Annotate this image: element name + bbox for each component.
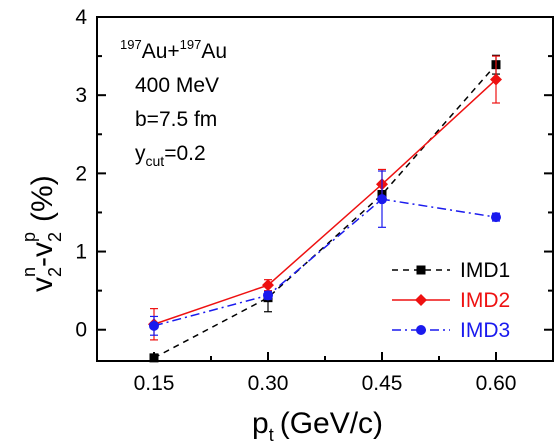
axis-ticks: 0.15 0.30 0.45 0.60 0 1 2 3 4 <box>75 6 553 395</box>
y-axis-label: v2n-v2p(%) <box>19 175 65 292</box>
point-imd3-0 <box>149 320 159 331</box>
annotation-element1: Au+ <box>142 40 180 63</box>
x-axis-label-main: p <box>252 407 269 440</box>
annotation-mass2: 197 <box>180 37 202 52</box>
annotation-mass1: 197 <box>120 37 142 52</box>
y-tick-label-1: 1 <box>75 241 87 264</box>
annotation-energy: 400 MeV <box>135 74 219 97</box>
annotation-system: 197Au+197Au <box>120 37 227 63</box>
series-imd2 <box>148 55 502 341</box>
legend-entry-imd1: IMD1 <box>392 259 510 282</box>
y-axis-label-sub1: 2 <box>45 267 65 277</box>
annotation-ycut-y: y <box>135 142 146 165</box>
point-imd2-3 <box>490 73 502 86</box>
y-tick-label-2: 2 <box>75 162 87 185</box>
x-axis-label: pt (GeV/c) <box>252 407 383 445</box>
series-imd3 <box>149 170 501 336</box>
y-axis-label-sub2: 2 <box>45 232 65 242</box>
point-imd2-1 <box>262 279 274 292</box>
legend-label-imd3: IMD3 <box>460 319 510 342</box>
legend-marker-imd3 <box>416 325 426 335</box>
annotation-impact: b=7.5 fm <box>135 108 217 131</box>
legend: IMD1 IMD2 IMD3 <box>392 259 510 342</box>
point-imd1-0 <box>149 353 159 363</box>
point-imd3-3 <box>491 212 501 223</box>
y-axis-label-v2: v <box>26 242 59 257</box>
y-tick-label-4: 4 <box>75 6 87 29</box>
y-tick-label-3: 3 <box>75 84 87 107</box>
annotation-element2: Au <box>201 40 227 63</box>
legend-label-imd2: IMD2 <box>460 289 510 312</box>
annotation-ycut: ycut=0.2 <box>135 142 206 169</box>
series-layer <box>148 54 502 363</box>
x-tick-label-0: 0.15 <box>134 372 175 395</box>
point-imd3-2 <box>377 194 387 205</box>
x-tick-label-2: 0.45 <box>362 372 403 395</box>
legend-entry-imd2: IMD2 <box>392 289 510 312</box>
y-axis-label-sup1: n <box>19 267 39 277</box>
y-axis-label-sup2: p <box>19 232 39 242</box>
legend-entry-imd3: IMD3 <box>392 319 510 342</box>
annotation-ycut-val: =0.2 <box>164 142 205 165</box>
x-tick-label-3: 0.60 <box>476 372 517 395</box>
series-line-imd3 <box>153 198 497 327</box>
y-tick-label-0: 0 <box>75 319 87 342</box>
annotation-ycut-sub: cut <box>146 153 165 169</box>
y-axis-label-dash: - <box>26 257 59 267</box>
legend-label-imd1: IMD1 <box>460 259 510 282</box>
y-axis-label-unit: (%) <box>26 175 59 222</box>
x-axis-label-sub: t <box>269 425 274 445</box>
y-axis-label-v1: v <box>26 277 59 292</box>
series-imd1 <box>149 54 501 363</box>
point-imd3-1 <box>263 290 273 301</box>
x-tick-label-1: 0.30 <box>248 372 289 395</box>
legend-marker-imd2 <box>415 294 427 306</box>
series-line-imd2 <box>153 78 497 325</box>
x-axis-label-unit: (GeV/c) <box>280 407 383 440</box>
legend-marker-imd1 <box>416 265 426 275</box>
